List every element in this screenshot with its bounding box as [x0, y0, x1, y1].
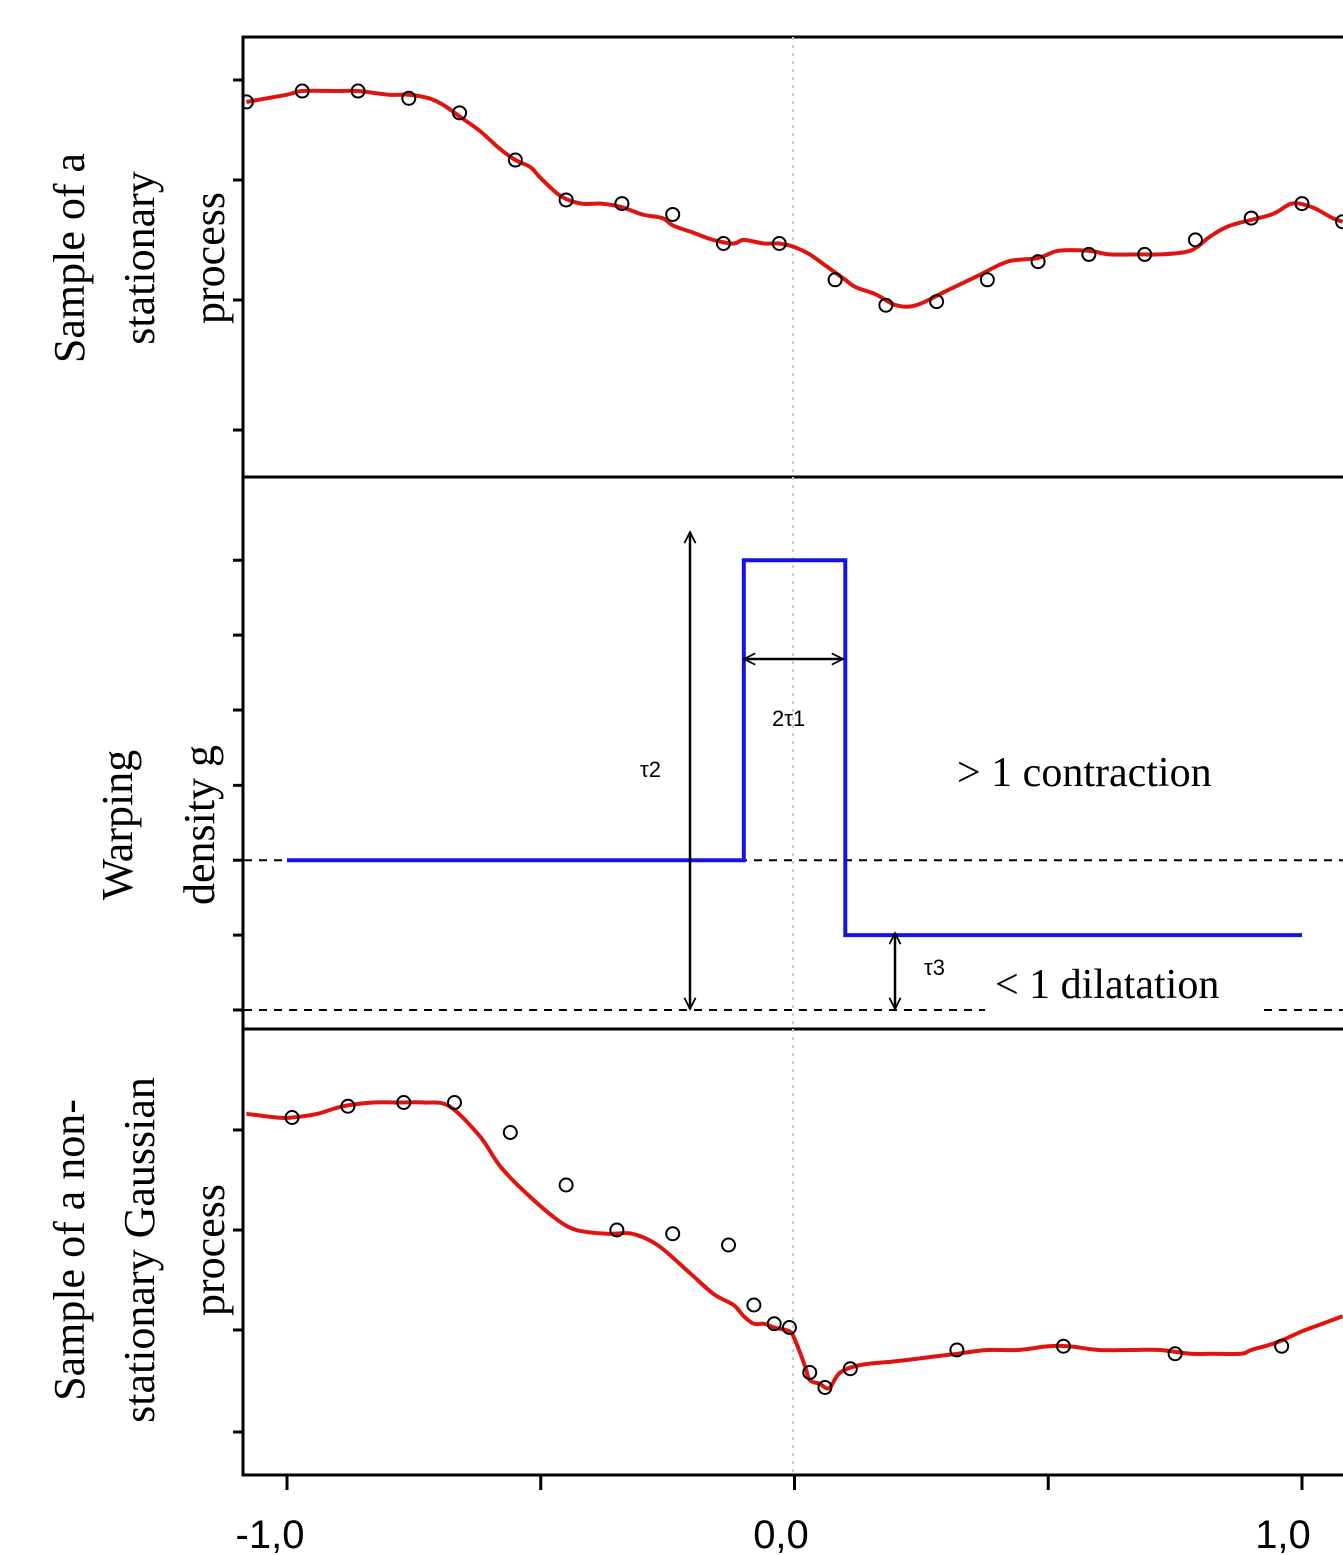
panel-frames: [241, 35, 1343, 1477]
sample-point-marker: [1243, 210, 1259, 226]
sample-point-marker: [452, 105, 468, 121]
middle-ylabel-line: Warping: [93, 750, 142, 900]
sample-point-marker: [746, 1297, 762, 1313]
tau2-label: τ2: [640, 757, 661, 782]
sample-point-marker: [878, 297, 894, 313]
sample-point-marker: [401, 90, 417, 106]
sample-point-marker: [802, 1365, 818, 1380]
bottom-ylabel-line: process: [185, 1184, 234, 1316]
middle-panel-plot: [244, 558, 1343, 1011]
sample-point-marker: [929, 294, 945, 310]
middle-ylabel-line: density g: [175, 745, 224, 905]
sample-point-marker: [446, 1095, 462, 1110]
sample-point-marker: [244, 94, 254, 110]
warping-density-step-line: [287, 558, 1302, 938]
sample-point-marker: [827, 272, 843, 288]
top-ylabel-line: stationary: [115, 171, 164, 345]
bottom-sample-curve: [246, 1100, 1343, 1391]
sample-point-marker: [284, 1110, 300, 1125]
sample-point-marker: [1274, 1338, 1290, 1354]
sample-point-marker: [1137, 246, 1153, 262]
sample-point-marker: [350, 83, 366, 99]
contraction-label: > 1 contraction: [957, 750, 1212, 796]
top-ylabel-line: process: [185, 192, 234, 324]
sample-point-marker: [771, 236, 787, 251]
top-left-ticks: [233, 78, 243, 432]
middle-left-ticks: [233, 558, 243, 1012]
sample-point-marker: [558, 1177, 574, 1193]
sample-point-marker: [558, 192, 574, 208]
sample-point-marker: [396, 1095, 412, 1110]
top-panel-plot: [244, 83, 1343, 313]
x-axis: [285, 1475, 1304, 1490]
bottom-panel-plot: [246, 1095, 1343, 1395]
x-tick-label: -1,0: [236, 1513, 305, 1555]
x-tick-label: 0,0: [753, 1513, 809, 1555]
sample-point-marker: [294, 83, 310, 99]
dilatation-label: < 1 dilatation: [995, 962, 1219, 1008]
tau3-label: τ3: [924, 955, 945, 980]
x-tick-label: 1,0: [1255, 1513, 1311, 1555]
sample-point-marker: [614, 196, 630, 212]
sample-point-marker: [1187, 232, 1203, 248]
sample-point-marker: [715, 236, 731, 251]
sample-point-marker: [817, 1380, 833, 1395]
bottom-panel-frame: [241, 1027, 1343, 1477]
sample-point-marker: [1055, 1338, 1071, 1354]
sample-point-marker: [721, 1237, 737, 1253]
sample-point-marker: [665, 206, 681, 222]
bottom-ylabel: Sample of a non- stationary Gaussian pro…: [45, 1077, 234, 1423]
sample-point-marker: [842, 1361, 858, 1377]
sample-point-marker: [502, 1125, 518, 1140]
middle-ylabel: Warping density g: [93, 745, 224, 905]
top-ylabel-line: Sample of a: [45, 153, 94, 363]
sample-point-marker: [1030, 254, 1046, 270]
sample-point-marker: [1167, 1346, 1183, 1362]
two-tau1-label: 2τ1: [772, 706, 805, 731]
bottom-left-ticks: [233, 1128, 243, 1434]
sample-point-marker: [1081, 246, 1097, 262]
sample-point-marker: [507, 152, 523, 168]
top-ylabel: Sample of a stationary process: [45, 153, 234, 363]
sample-point-marker: [665, 1226, 681, 1242]
sample-point-marker: [949, 1342, 965, 1358]
bottom-ylabel-line: stationary Gaussian: [115, 1077, 164, 1423]
sample-point-marker: [766, 1316, 782, 1332]
sample-point-marker: [781, 1320, 797, 1335]
sample-point-marker: [979, 272, 995, 288]
top-sample-curve: [246, 88, 1343, 309]
dilatation-label-background: [985, 955, 1260, 1017]
sample-point-marker: [1294, 196, 1310, 212]
bottom-ylabel-line: Sample of a non-: [45, 1099, 94, 1401]
sample-point-marker: [340, 1098, 356, 1114]
sample-point-marker: [609, 1222, 625, 1238]
